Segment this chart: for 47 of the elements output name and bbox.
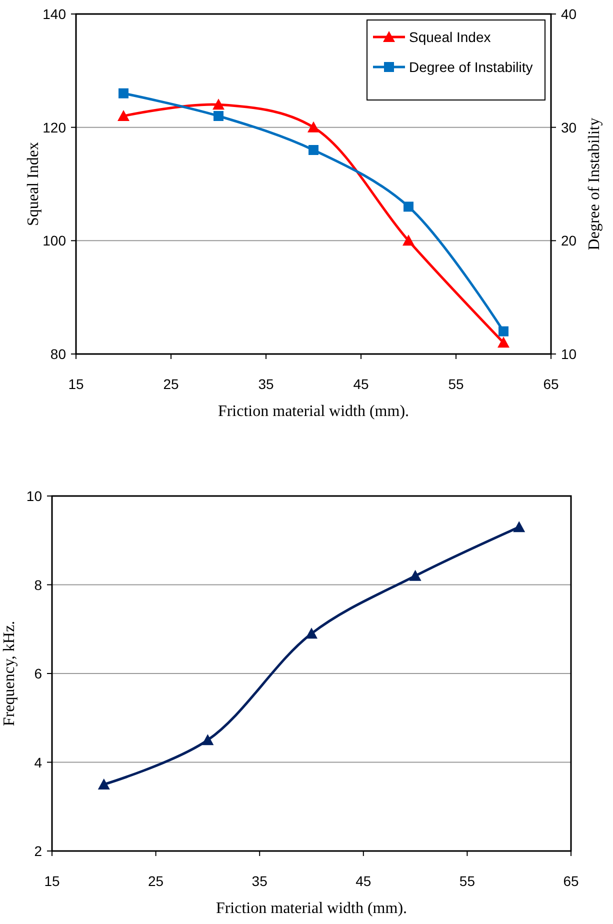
- x-tick-label: 25: [148, 873, 164, 889]
- x-tick-label: 45: [353, 376, 369, 392]
- y-axis-title: Frequency, kHz.: [1, 620, 18, 726]
- y2-axis-title: Degree of Instability: [586, 118, 603, 250]
- y2-tick-label: 30: [561, 119, 577, 136]
- point: [409, 570, 422, 581]
- point: [202, 734, 214, 746]
- point: [308, 121, 320, 132]
- y-tick-label: 120: [42, 119, 66, 136]
- point: [118, 110, 130, 121]
- x-tick-label: 15: [68, 376, 84, 392]
- point: [498, 326, 508, 336]
- point: [98, 778, 110, 790]
- point: [212, 98, 224, 110]
- point: [404, 202, 414, 212]
- x-tick-label: 15: [44, 873, 60, 889]
- point: [118, 88, 128, 98]
- x-tick-label: 55: [448, 376, 464, 392]
- y-axis-title: Squeal Index: [25, 142, 42, 226]
- y-tick-label: 80: [50, 346, 66, 362]
- x-tick-label: 45: [356, 873, 372, 889]
- y2-tick-label: 40: [561, 6, 577, 22]
- y-tick-label: 10: [26, 488, 42, 504]
- x-axis-title: Friction material width (mm).: [216, 900, 408, 917]
- point: [214, 111, 224, 121]
- x-tick-label: 65: [543, 376, 559, 392]
- y-tick-label: 4: [34, 754, 42, 770]
- point: [513, 521, 526, 532]
- legend-label: Squeal Index: [409, 29, 491, 45]
- point: [308, 145, 318, 155]
- y-tick-label: 8: [34, 576, 42, 593]
- x-axis-title: Friction material width (mm).: [218, 403, 410, 420]
- y-tick-label: 100: [42, 232, 66, 249]
- y-tick-label: 140: [42, 6, 66, 22]
- y-tick-label: 6: [34, 666, 42, 682]
- x-tick-label: 25: [163, 376, 179, 392]
- y2-tick-label: 20: [561, 232, 577, 249]
- point: [402, 234, 414, 246]
- x-tick-label: 35: [252, 873, 268, 889]
- x-tick-label: 35: [258, 376, 274, 392]
- y-tick-label: 2: [34, 843, 42, 859]
- point: [498, 336, 510, 348]
- legend-label: Degree of Instability: [409, 59, 533, 75]
- point: [306, 628, 318, 639]
- x-tick-label: 65: [563, 873, 579, 889]
- x-tick-label: 55: [459, 873, 476, 889]
- y2-tick-label: 10: [561, 346, 577, 362]
